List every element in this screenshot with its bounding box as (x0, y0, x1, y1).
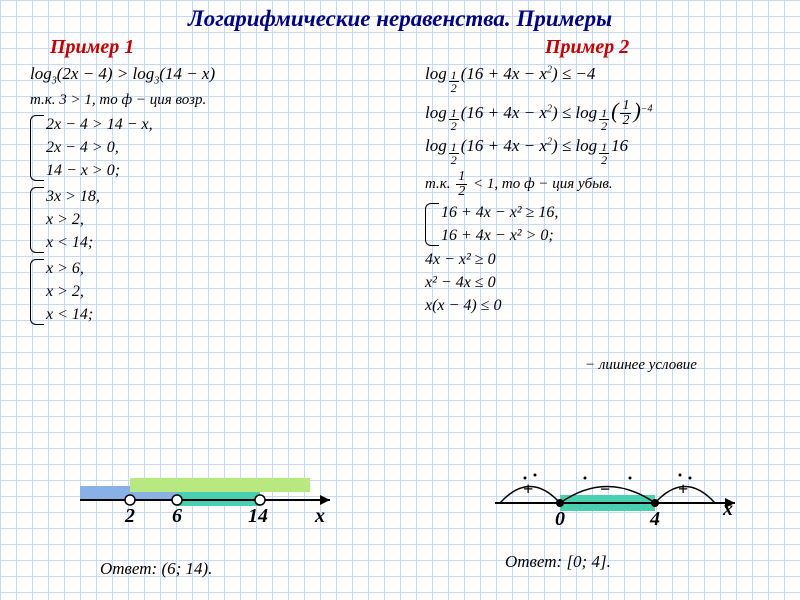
ex2-line-6: x(x − 4) ≤ 0 (425, 296, 780, 316)
ex2-system: 16 + 4x − x² ≥ 16, 16 + 4x − x² > 0; (425, 203, 780, 246)
text: ) ≤ −4 (552, 64, 595, 83)
text: ) ≤ log (552, 136, 597, 155)
paren: ) (633, 98, 640, 123)
open-point (172, 495, 182, 505)
text: 16 (611, 136, 628, 155)
dot (689, 477, 692, 480)
text: log (425, 64, 447, 83)
line: x > 6, (46, 259, 405, 279)
dot (584, 477, 587, 480)
brace-icon (30, 187, 44, 253)
open-point (125, 495, 135, 505)
tick-label: 4 (649, 508, 660, 530)
line: 16 + 4x − x² > 0; (441, 226, 780, 246)
brace-icon (30, 259, 44, 325)
tick-label: 14 (248, 505, 268, 527)
ex1-main-inequality: log3(2x − 4) > log3(14 − x) (30, 63, 405, 88)
axis-var: x (314, 505, 325, 527)
text: < 1, то ф − ция убыв. (469, 176, 612, 192)
ex2-line-5: x² − 4x ≤ 0 (425, 273, 780, 293)
text: (2x − 4) > log (57, 64, 155, 83)
ex1-system-2: 3x > 18, x > 2, x < 14; (30, 187, 405, 253)
text: ) ≤ log (552, 103, 597, 122)
fraction: 12 (456, 170, 467, 199)
dot (629, 477, 632, 480)
ex2-answer: Ответ: [0; 4]. (505, 552, 611, 572)
text: (16 + 4x − x (461, 103, 547, 122)
ex1-answer: Ответ: (6; 14). (100, 559, 212, 579)
ex2-number-line: + − + 0 4 x (485, 455, 755, 530)
arrow-icon (320, 495, 330, 505)
dot (679, 474, 682, 477)
brace-icon (30, 115, 44, 181)
text: log (425, 103, 447, 122)
fraction-sub: 12 (597, 114, 611, 125)
line: x < 14; (46, 233, 405, 253)
line: 2x − 4 > 0, (46, 138, 405, 158)
fraction-sub: 12 (447, 114, 461, 125)
number-line-svg: + − + 0 4 x (485, 455, 755, 530)
example-2-heading: Пример 2 (545, 36, 780, 59)
ex1-system-3: x > 6, x > 2, x < 14; (30, 259, 405, 325)
text: т.к. (425, 176, 454, 192)
ex1-note: т.к. 3 > 1, то ф − ция возр. (30, 92, 405, 109)
paren: ( (611, 98, 618, 123)
fraction-sub: 12 (447, 148, 461, 159)
tick-label: 2 (124, 505, 135, 527)
ex2-extra-note: − лишнее условие (585, 357, 697, 374)
ex2-line-2: log12(16 + 4x − x2) ≤ log12(12)−4 (425, 97, 780, 133)
fraction-sub: 12 (447, 75, 461, 86)
example-2: Пример 2 log12(16 + 4x − x2) ≤ −4 log12(… (405, 36, 780, 331)
brace-icon (425, 203, 439, 246)
closed-point (651, 499, 659, 507)
text: (16 + 4x − x (461, 136, 547, 155)
sign: + (523, 479, 533, 499)
fraction: 12 (620, 99, 631, 128)
closed-point (556, 499, 564, 507)
fraction-sub: 12 (597, 148, 611, 159)
line: 2x − 4 > 14 − x, (46, 115, 405, 135)
example-1-heading: Пример 1 (50, 36, 405, 59)
text: (14 − x) (159, 64, 215, 83)
ex1-system-1: 2x − 4 > 14 − x, 2x − 4 > 0, 14 − x > 0; (30, 115, 405, 181)
tick-label: 6 (172, 505, 182, 527)
line: x > 2, (46, 210, 405, 230)
ex2-line-4: 4x − x² ≥ 0 (425, 250, 780, 270)
example-1: Пример 1 log3(2x − 4) > log3(14 − x) т.к… (30, 36, 405, 331)
sup: −4 (641, 103, 653, 114)
line: x > 2, (46, 282, 405, 302)
text: log (30, 64, 52, 83)
dot (534, 474, 537, 477)
line: 3x > 18, (46, 187, 405, 207)
number-line-svg: 2 6 14 x (70, 468, 350, 528)
ex1-number-line: 2 6 14 x (70, 468, 350, 528)
text: log (425, 136, 447, 155)
sign: + (678, 479, 688, 499)
region-green-light (130, 478, 310, 492)
open-point (255, 495, 265, 505)
ex2-note: т.к. 12 < 1, то ф − ция убыв. (425, 170, 780, 199)
sign: − (600, 479, 610, 499)
text: (16 + 4x − x (461, 64, 547, 83)
content-columns: Пример 1 log3(2x − 4) > log3(14 − x) т.к… (0, 32, 800, 331)
page-title: Логарифмические неравенства. Примеры (0, 0, 800, 32)
ex2-line-3: log12(16 + 4x − x2) ≤ log1216 (425, 135, 780, 166)
line: x < 14; (46, 305, 405, 325)
line: 14 − x > 0; (46, 161, 405, 181)
line: 16 + 4x − x² ≥ 16, (441, 203, 780, 223)
ex2-line-1: log12(16 + 4x − x2) ≤ −4 (425, 63, 780, 94)
tick-label: 0 (555, 508, 565, 530)
axis-var: x (722, 498, 733, 520)
